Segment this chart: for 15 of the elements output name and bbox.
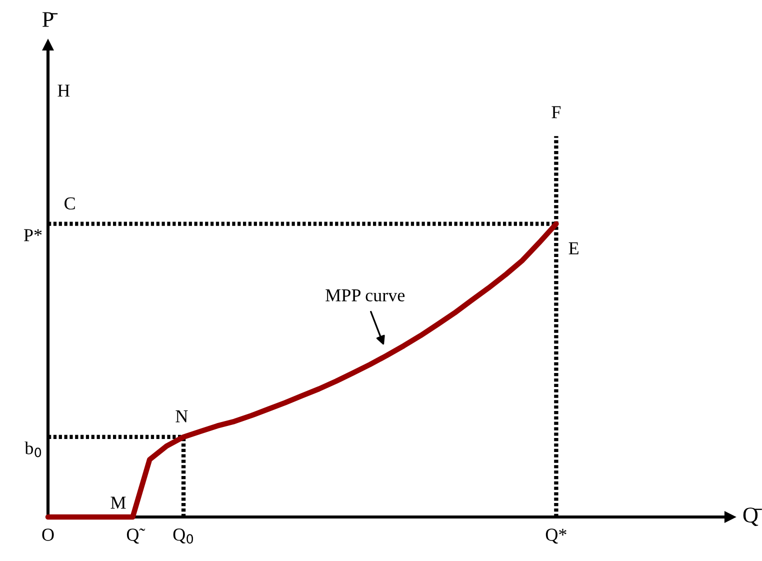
x-tick-label: O xyxy=(42,528,54,541)
text: P̄ xyxy=(42,12,58,27)
annotation: N xyxy=(176,410,188,422)
x-tick-label: Q$_{0}$ xyxy=(173,528,194,544)
x-tick-label: Q* xyxy=(546,528,566,544)
text: C xyxy=(64,197,75,210)
ref-line-label: P* xyxy=(24,229,42,242)
ref-line-label: F xyxy=(552,106,561,118)
annotation: MPP curve xyxy=(326,289,405,302)
annotation: M xyxy=(110,496,126,509)
text: Q̄ xyxy=(743,508,762,526)
x-tick-label: Q̃ xyxy=(126,528,146,544)
text: H xyxy=(58,84,70,97)
ref-line-label: b$_{0}$ xyxy=(24,442,42,458)
text: E xyxy=(568,242,578,254)
